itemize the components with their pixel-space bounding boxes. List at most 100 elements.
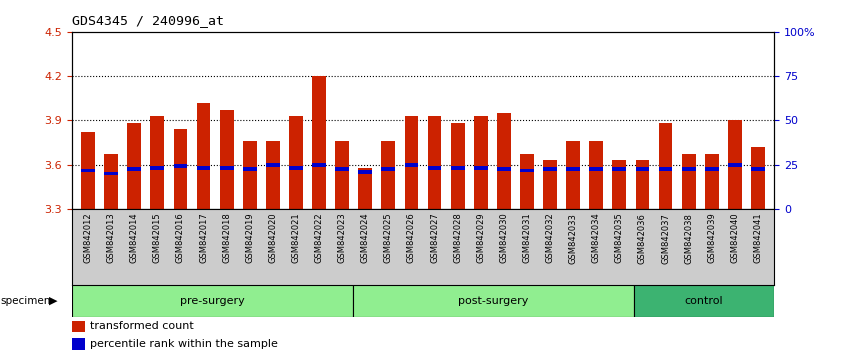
Bar [289, 166, 303, 170]
Bar [728, 120, 742, 209]
Bar [196, 103, 211, 209]
Text: GSM842020: GSM842020 [268, 213, 277, 263]
Bar [72, 338, 85, 350]
Bar [196, 166, 211, 170]
Bar [427, 166, 442, 170]
Text: GSM842018: GSM842018 [222, 213, 231, 263]
Text: ▶: ▶ [49, 296, 58, 306]
Text: GSM842019: GSM842019 [245, 213, 255, 263]
Bar [427, 116, 442, 209]
Bar [353, 285, 634, 317]
Text: GSM842028: GSM842028 [453, 213, 462, 263]
Bar [128, 167, 141, 171]
Bar [520, 154, 534, 209]
Text: pre-surgery: pre-surgery [180, 296, 244, 306]
Bar [104, 154, 118, 209]
Bar [243, 141, 256, 209]
Text: GSM842022: GSM842022 [315, 213, 323, 263]
Bar [705, 167, 718, 171]
Bar [474, 166, 487, 170]
Bar [682, 167, 695, 171]
Text: GSM842030: GSM842030 [499, 213, 508, 263]
Bar [658, 123, 673, 209]
Text: GSM842016: GSM842016 [176, 213, 185, 263]
Text: GSM842012: GSM842012 [84, 213, 92, 263]
Bar [289, 116, 303, 209]
Bar [359, 167, 372, 209]
Bar [728, 162, 742, 166]
Text: GSM842031: GSM842031 [523, 213, 531, 263]
Text: GSM842039: GSM842039 [707, 213, 717, 263]
Bar [497, 113, 511, 209]
Bar [635, 160, 650, 209]
Bar [451, 123, 464, 209]
Bar [543, 160, 557, 209]
Bar [128, 123, 141, 209]
Bar [404, 116, 419, 209]
Bar [497, 167, 511, 171]
Bar [682, 154, 695, 209]
Bar [81, 169, 95, 172]
Text: control: control [684, 296, 723, 306]
Text: GSM842015: GSM842015 [153, 213, 162, 263]
Text: GSM842041: GSM842041 [754, 213, 762, 263]
Text: GSM842026: GSM842026 [407, 213, 416, 263]
Text: GSM842029: GSM842029 [476, 213, 486, 263]
Bar [72, 285, 353, 317]
Text: GSM842036: GSM842036 [638, 213, 647, 263]
Text: GSM842024: GSM842024 [360, 213, 370, 263]
Bar [335, 167, 349, 171]
Bar [151, 116, 164, 209]
Bar [520, 169, 534, 172]
Bar [566, 141, 580, 209]
Text: post-surgery: post-surgery [458, 296, 529, 306]
Bar [613, 160, 626, 209]
Text: transformed count: transformed count [91, 321, 194, 331]
Text: GSM842033: GSM842033 [569, 213, 578, 263]
Text: GSM842034: GSM842034 [591, 213, 601, 263]
Bar [404, 162, 419, 166]
Bar [220, 110, 233, 209]
Bar [382, 167, 395, 171]
Bar [474, 116, 487, 209]
Bar [312, 162, 326, 166]
Text: GSM842014: GSM842014 [129, 213, 139, 263]
Bar [243, 167, 256, 171]
Bar [590, 167, 603, 171]
Bar [220, 166, 233, 170]
Bar [173, 129, 188, 209]
Text: GSM842040: GSM842040 [730, 213, 739, 263]
Bar [751, 147, 765, 209]
Text: GSM842013: GSM842013 [107, 213, 116, 263]
Bar [658, 167, 673, 171]
Bar [173, 164, 188, 168]
Bar [566, 167, 580, 171]
Bar [751, 167, 765, 171]
Text: GSM842025: GSM842025 [384, 213, 393, 263]
Text: GSM842021: GSM842021 [292, 213, 300, 263]
Text: GSM842038: GSM842038 [684, 213, 693, 263]
Text: GSM842032: GSM842032 [546, 213, 554, 263]
Text: GSM842037: GSM842037 [661, 213, 670, 263]
Bar [613, 167, 626, 171]
Text: specimen: specimen [1, 296, 52, 306]
Bar [335, 141, 349, 209]
Bar [266, 141, 280, 209]
Bar [543, 167, 557, 171]
Bar [72, 321, 85, 332]
Bar [705, 154, 718, 209]
Text: GSM842017: GSM842017 [199, 213, 208, 263]
Text: GSM842035: GSM842035 [615, 213, 624, 263]
Bar [634, 285, 774, 317]
Bar [359, 170, 372, 174]
Bar [312, 76, 326, 209]
Bar [635, 167, 650, 171]
Bar [151, 166, 164, 170]
Bar [590, 141, 603, 209]
Text: percentile rank within the sample: percentile rank within the sample [91, 339, 278, 349]
Text: GSM842023: GSM842023 [338, 213, 347, 263]
Bar [81, 132, 95, 209]
Text: GSM842027: GSM842027 [430, 213, 439, 263]
Bar [451, 166, 464, 170]
Bar [266, 162, 280, 166]
